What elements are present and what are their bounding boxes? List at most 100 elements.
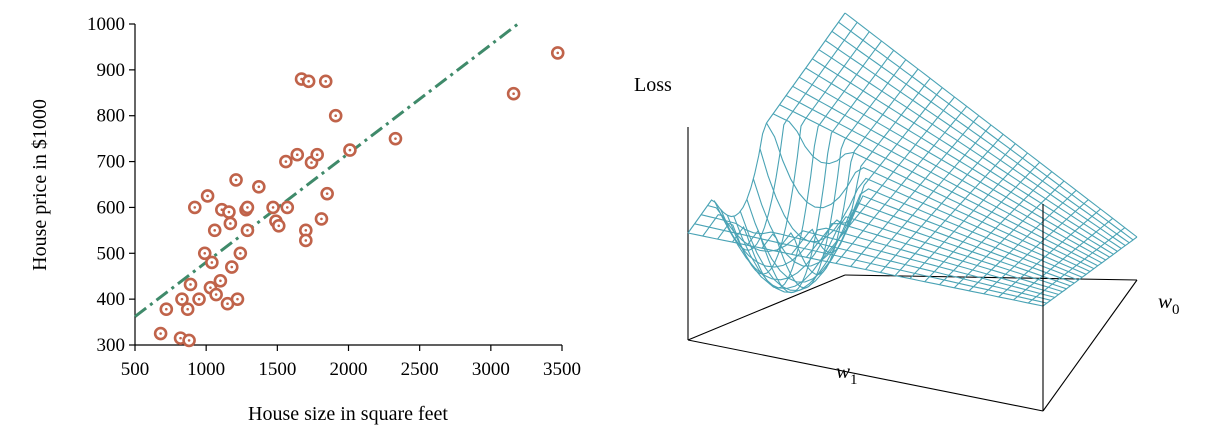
data-point: [229, 173, 243, 187]
data-point: [320, 186, 334, 201]
mesh-line-w1: [720, 209, 1063, 293]
data-point: [159, 302, 174, 317]
data-point-center: [285, 206, 289, 209]
data-point-center: [324, 80, 328, 83]
data-point-center: [234, 178, 238, 182]
y-tick-label: 500: [97, 243, 126, 264]
data-point-center: [257, 185, 261, 189]
data-point: [301, 74, 316, 89]
data-point-center: [180, 297, 184, 301]
data-point: [506, 86, 521, 101]
y-tick-label: 300: [97, 335, 126, 356]
data-point: [279, 154, 293, 169]
box-base-back-left: [687, 274, 846, 341]
mesh-line-w0: [776, 68, 919, 275]
data-point: [180, 302, 195, 317]
data-point: [240, 223, 255, 238]
data-point: [182, 333, 196, 348]
data-point: [192, 292, 206, 306]
mesh-line-w0: [761, 59, 907, 289]
w1-axis-label: w1: [836, 359, 858, 388]
data-point: [224, 260, 239, 274]
data-point: [252, 179, 266, 194]
data-point: [271, 218, 286, 233]
data-point-center: [325, 192, 329, 195]
data-point-center: [193, 206, 197, 209]
x-tick-label: 1500: [258, 359, 296, 380]
data-point: [187, 200, 202, 215]
x-tick-label: 3000: [472, 359, 510, 380]
x-tick-label: 2000: [330, 359, 368, 380]
mesh-line-w1: [779, 104, 1099, 267]
data-point: [200, 189, 215, 203]
x-tick-label: 500: [121, 359, 150, 380]
data-point: [310, 147, 324, 162]
mesh-line-w1: [792, 85, 1106, 261]
data-point-center: [284, 160, 288, 163]
data-point-center: [348, 148, 352, 152]
data-point-center: [295, 153, 299, 156]
data-point-center: [307, 80, 310, 83]
mesh-line-w1: [838, 21, 1134, 241]
data-point: [280, 200, 295, 215]
mesh-line-w1: [785, 95, 1103, 264]
data-point: [213, 273, 228, 288]
data-point-center: [320, 217, 323, 221]
data-point: [388, 131, 403, 146]
surface-mesh: [687, 12, 1138, 307]
w0-axis-label: w0: [1158, 289, 1180, 318]
data-point-center: [219, 279, 222, 283]
data-point: [240, 200, 255, 215]
data-point-center: [236, 297, 239, 301]
data-point: [230, 292, 245, 306]
data-points: [153, 46, 565, 348]
data-point-center: [227, 210, 231, 214]
data-point-center: [203, 251, 207, 255]
data-point-center: [271, 206, 275, 209]
x-tick-label: 3500: [543, 359, 581, 380]
y-tick-label: 600: [97, 197, 126, 218]
mesh-line-w1: [694, 223, 1048, 304]
data-point-center: [304, 239, 308, 242]
data-point-center: [179, 336, 182, 340]
data-point-center: [210, 261, 214, 264]
data-point-center: [334, 114, 337, 118]
mesh-line-w1: [798, 76, 1110, 258]
w0-label-var: w: [1158, 289, 1172, 313]
data-point: [153, 326, 168, 341]
mesh-line-w1: [687, 232, 1044, 307]
mesh-line-w0: [731, 40, 882, 289]
y-ticks: 300 400 500 600 700 800 900 1000: [87, 14, 135, 356]
data-point: [223, 216, 238, 231]
y-tick-label: 800: [97, 106, 126, 127]
data-point: [550, 46, 565, 60]
data-point-center: [556, 51, 560, 55]
data-point-center: [315, 153, 319, 156]
data-point-center: [394, 137, 397, 140]
data-point-center: [310, 161, 313, 164]
data-point-center: [246, 229, 249, 232]
mesh-line-w0: [702, 21, 858, 251]
mesh-line-w1: [831, 30, 1130, 244]
w1-label-sub: 1: [850, 372, 858, 388]
data-point-center: [209, 286, 212, 289]
mesh-line-w1: [700, 214, 1051, 301]
data-point: [205, 255, 219, 270]
data-point: [266, 200, 280, 215]
mesh-line-w1: [707, 204, 1055, 298]
mesh-line-w1: [772, 113, 1095, 270]
mesh-line-w1: [844, 12, 1138, 238]
data-point: [298, 233, 313, 248]
mesh-line-w1: [825, 40, 1126, 247]
data-point: [314, 212, 329, 226]
y-tick-label: 1000: [87, 14, 125, 35]
data-point-center: [239, 251, 242, 255]
data-point-center: [277, 224, 281, 228]
data-point: [197, 246, 212, 261]
data-point-center: [229, 222, 232, 225]
data-point: [209, 287, 223, 302]
data-point-center: [512, 92, 515, 96]
data-point-center: [159, 332, 162, 335]
y-tick-label: 400: [97, 289, 126, 310]
